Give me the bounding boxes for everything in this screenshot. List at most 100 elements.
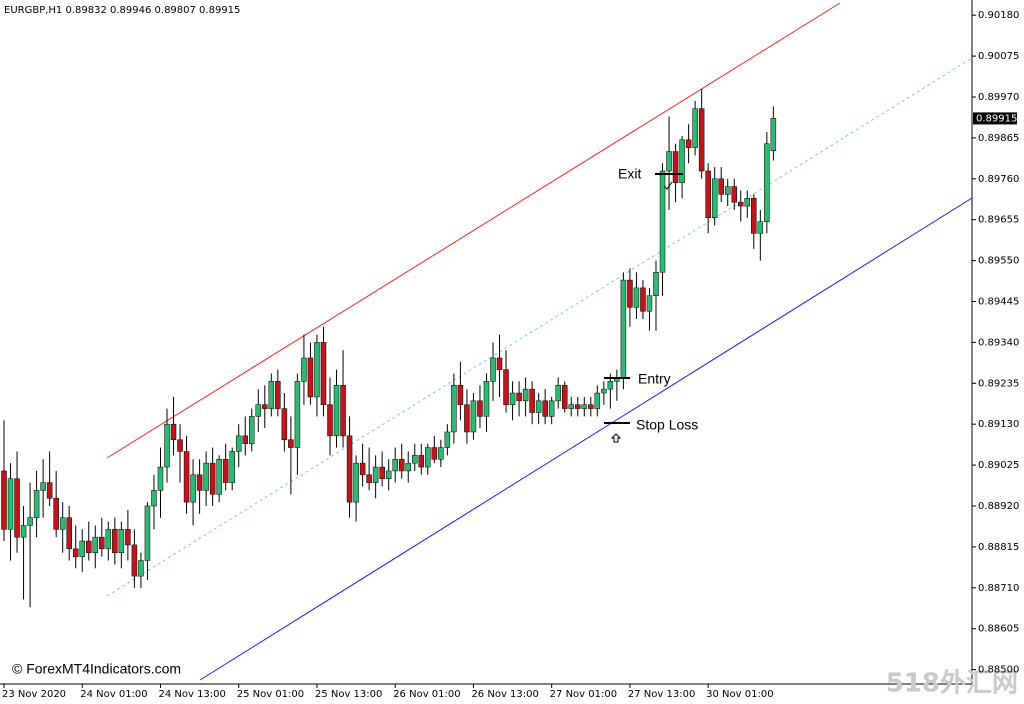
channel-lower xyxy=(199,197,973,681)
candle-body xyxy=(53,497,59,530)
candle-body xyxy=(385,470,392,479)
candle-body xyxy=(672,151,679,183)
candle-body xyxy=(131,544,138,577)
candle-body xyxy=(99,536,105,550)
x-tick-label: 30 Nov 01:00 xyxy=(706,689,773,700)
candle-body xyxy=(105,529,112,550)
candle-body xyxy=(372,466,379,483)
candle-body xyxy=(72,548,79,557)
candle-body xyxy=(196,474,203,491)
x-tick-label: 25 Nov 13:00 xyxy=(315,689,382,700)
candle-body xyxy=(294,381,301,448)
candle-body xyxy=(601,388,607,394)
candle-body xyxy=(353,462,359,503)
candle-body xyxy=(366,474,372,483)
candle-body xyxy=(203,462,209,491)
candle-body xyxy=(190,474,196,503)
price-tag xyxy=(973,112,1017,125)
candle-body xyxy=(438,447,444,460)
candle-body xyxy=(555,384,561,402)
x-tick-label: 26 Nov 13:00 xyxy=(471,689,538,700)
candle-body xyxy=(183,451,190,503)
y-tick-label: 0.90075 xyxy=(978,51,1019,62)
candle-body xyxy=(718,178,724,195)
candle-body xyxy=(503,369,509,405)
candle-body xyxy=(770,118,777,151)
candle-body xyxy=(679,139,685,183)
candle-body xyxy=(288,439,294,448)
y-tick-label: 0.89550 xyxy=(978,256,1019,267)
candle-body xyxy=(340,384,346,437)
y-tick-label: 0.88710 xyxy=(978,583,1019,594)
candle-body xyxy=(757,221,764,234)
candle-body xyxy=(392,458,398,472)
candle-body xyxy=(255,404,262,417)
candle-body xyxy=(490,357,496,382)
candle-body xyxy=(27,517,33,526)
candle-body xyxy=(33,490,40,518)
candle-body xyxy=(379,466,385,479)
candle-body xyxy=(59,517,66,530)
candle-body xyxy=(249,416,255,444)
candle-body xyxy=(151,490,157,507)
candle-body xyxy=(118,529,125,553)
stop-loss-label: Stop Loss xyxy=(636,417,698,433)
candle-body xyxy=(464,404,470,433)
candle-body xyxy=(138,560,144,577)
candle-body xyxy=(431,447,438,460)
candle-body xyxy=(307,357,314,398)
candle-body xyxy=(66,517,72,550)
candle-body xyxy=(242,435,248,444)
candle-body xyxy=(620,279,627,378)
candles xyxy=(1,89,777,608)
candle-body xyxy=(262,404,268,409)
candle-body xyxy=(86,540,92,553)
candle-body xyxy=(7,478,14,530)
y-tick-label: 0.90180 xyxy=(978,10,1019,21)
chart-header: EURGBP,H1 0.89832 0.89946 0.89807 0.8991… xyxy=(4,5,240,16)
exit-label: Exit xyxy=(618,166,641,182)
candle-body xyxy=(692,108,698,148)
candle-body xyxy=(170,423,177,441)
candle-body xyxy=(575,404,581,409)
candle-body xyxy=(522,388,529,402)
candle-body xyxy=(229,451,235,483)
candle-body xyxy=(320,342,327,405)
buy-arrow xyxy=(610,433,622,443)
candle-body xyxy=(477,400,483,417)
exit-icon xyxy=(663,181,673,190)
x-tick-label: 23 Nov 2020 xyxy=(2,689,66,700)
candle-body xyxy=(457,384,464,405)
candle-body xyxy=(698,108,705,172)
candle-body xyxy=(731,186,737,203)
candle-body xyxy=(14,478,20,538)
candle-body xyxy=(444,431,451,448)
x-tick-label: 24 Nov 13:00 xyxy=(158,689,225,700)
candle-body xyxy=(653,272,659,296)
y-tick-label: 0.89235 xyxy=(978,378,1019,389)
candle-body xyxy=(548,400,555,417)
candle-body xyxy=(20,525,27,538)
candle-body xyxy=(314,342,320,398)
y-tick-label: 0.89130 xyxy=(978,419,1019,430)
candle-body xyxy=(685,139,692,148)
candle-body xyxy=(738,201,744,207)
candle-body xyxy=(711,178,718,218)
candle-body xyxy=(581,404,588,409)
candle-body xyxy=(281,408,288,441)
y-tick-label: 0.89970 xyxy=(978,92,1019,103)
candle-body xyxy=(157,466,164,491)
y-tick-label: 0.88920 xyxy=(978,501,1019,512)
channel-upper xyxy=(106,2,841,459)
candle-body xyxy=(46,482,53,499)
y-tick-label: 0.89025 xyxy=(978,460,1019,471)
watermark: © ForexMT4Indicators.com xyxy=(12,661,181,677)
candle-body xyxy=(40,482,46,491)
candle-body xyxy=(268,381,275,409)
candle-body xyxy=(568,404,574,409)
candle-body xyxy=(112,529,118,553)
candle-body xyxy=(92,536,99,553)
y-tick-label: 0.89760 xyxy=(978,174,1019,185)
